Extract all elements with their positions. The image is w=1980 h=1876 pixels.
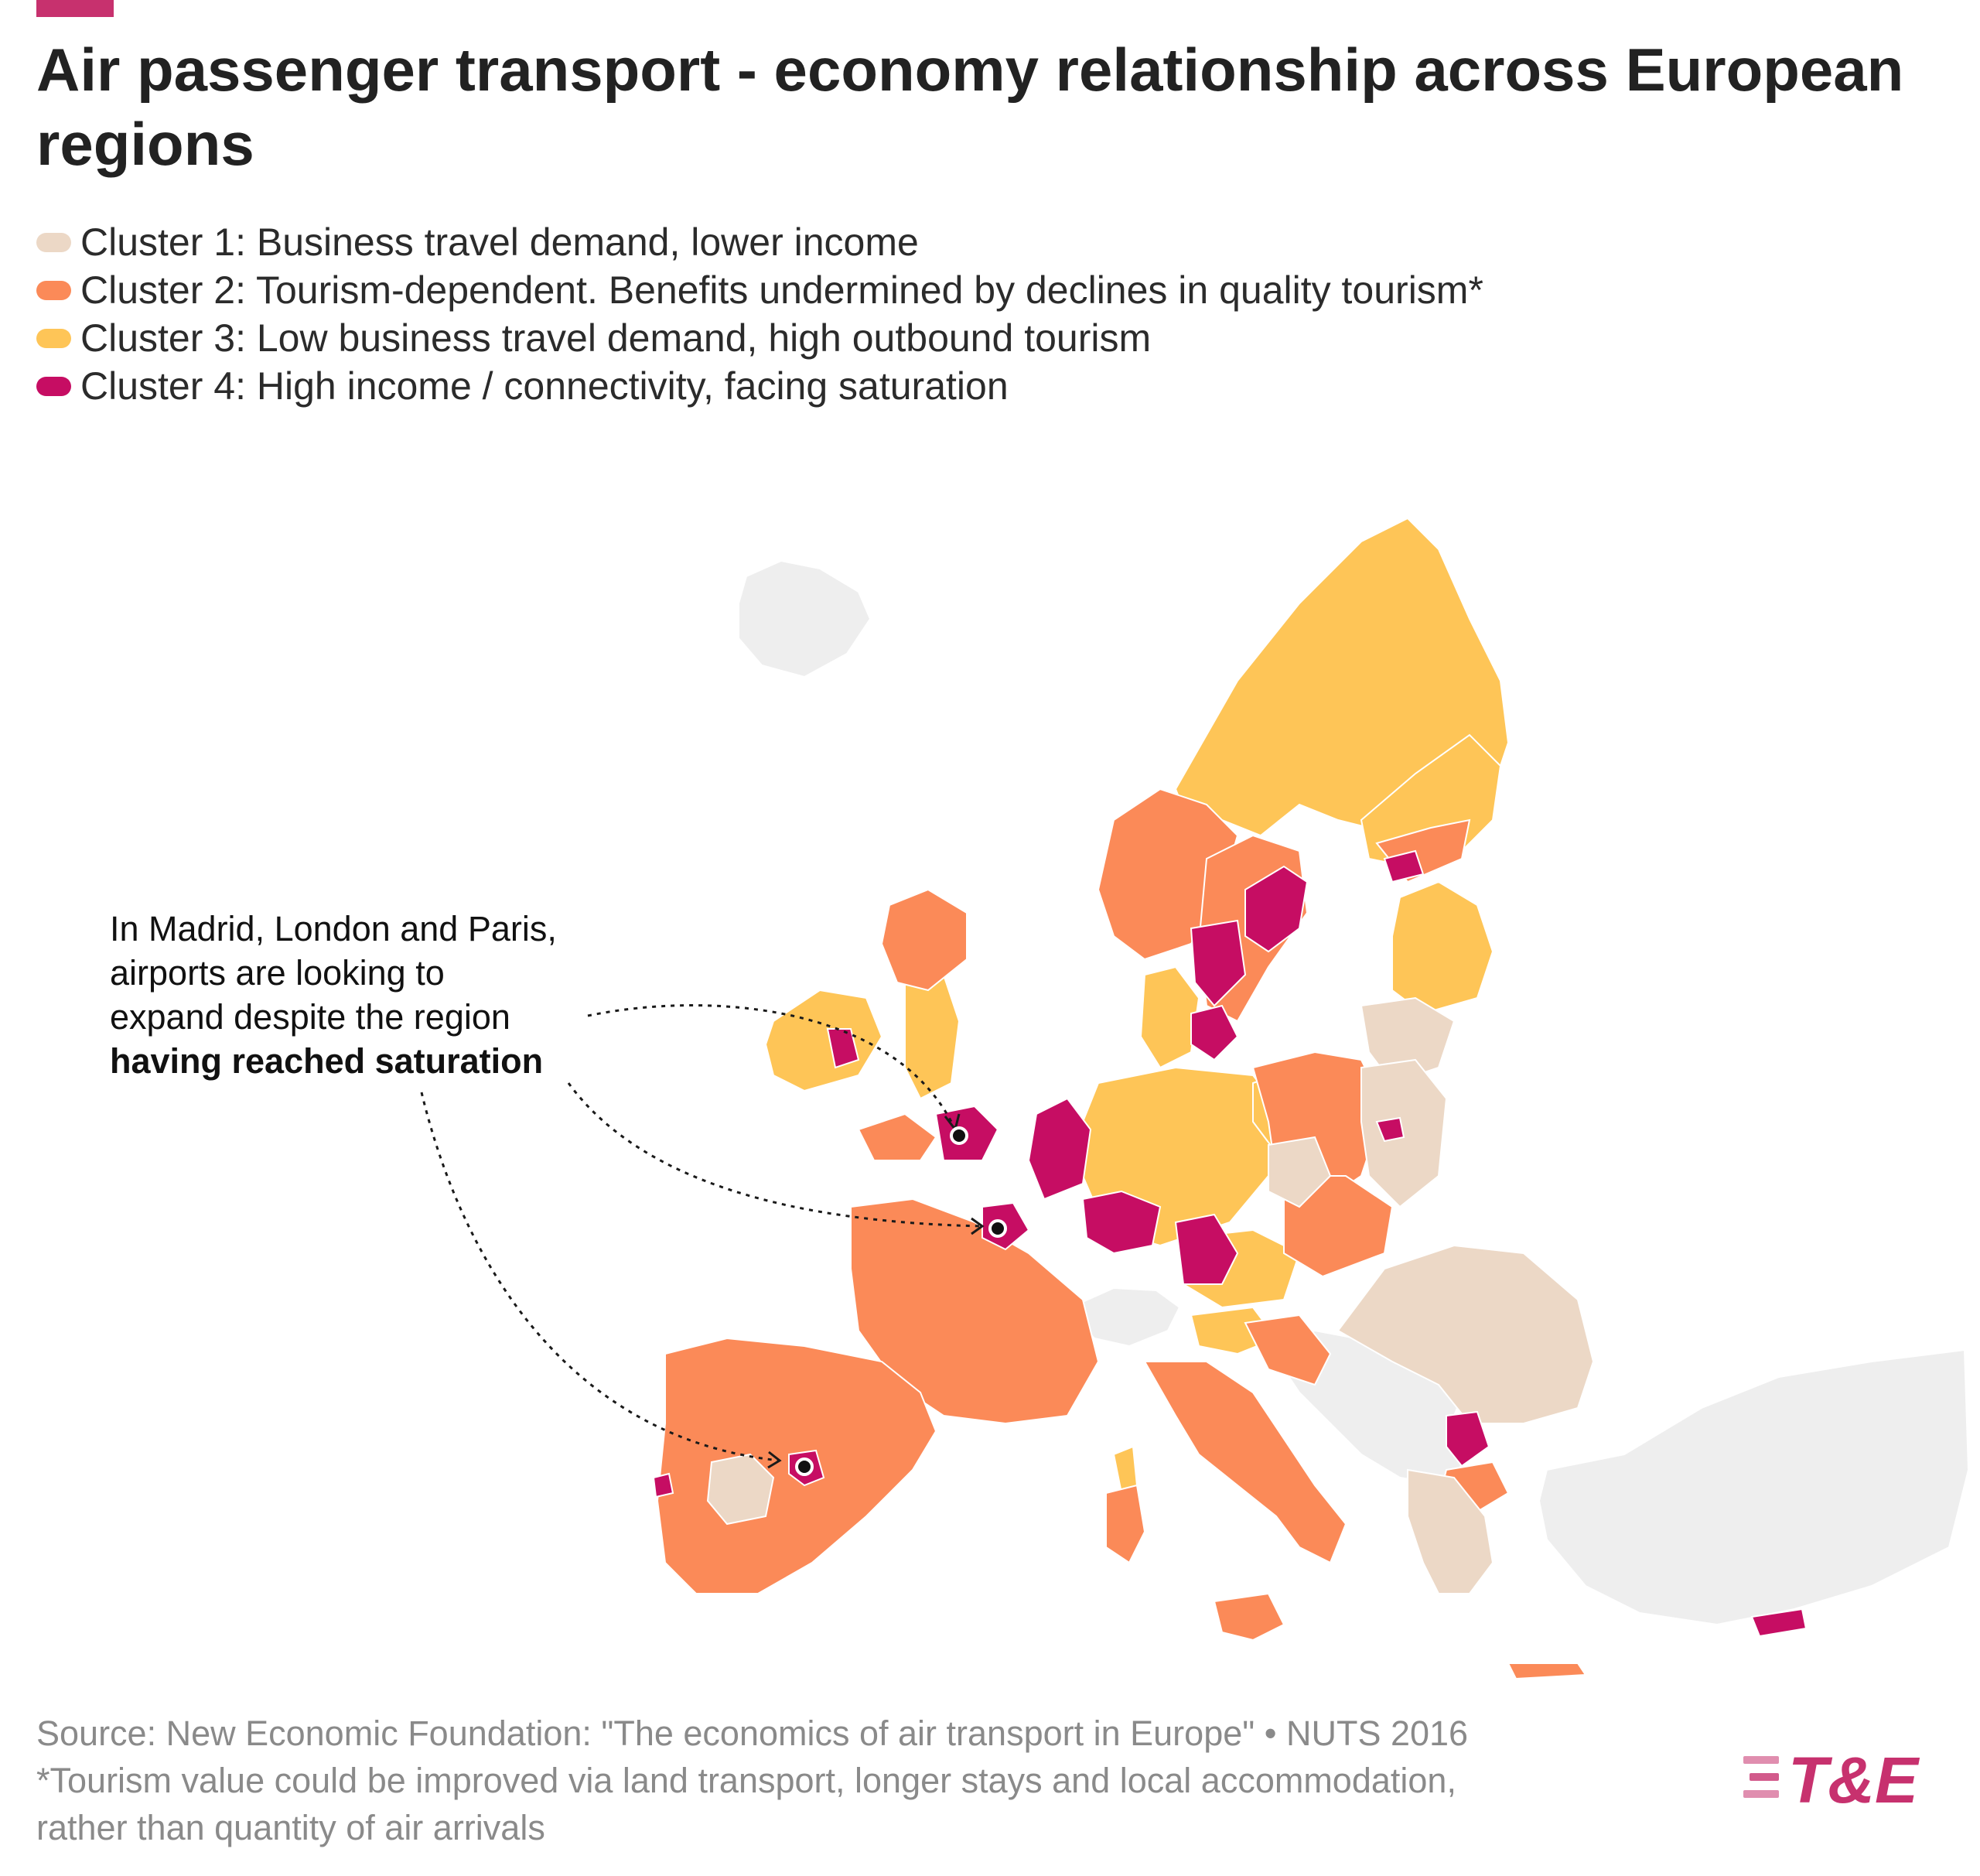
italy	[1143, 1361, 1347, 1564]
france-west-south	[850, 1198, 1100, 1425]
page-title: Air passenger transport - economy relati…	[36, 36, 1904, 178]
annotation-arrows	[420, 1004, 983, 1462]
accent-bar	[36, 0, 114, 17]
arrow-to-london	[587, 1004, 957, 1130]
cyprus	[1750, 1608, 1808, 1638]
sweden-west-region	[1190, 919, 1247, 1007]
legend-item-cluster-2: Cluster 2: Tourism-dependent. Benefits u…	[36, 266, 1815, 314]
london-marker	[950, 1126, 968, 1145]
europe-map	[420, 517, 1970, 1680]
madrid-marker	[795, 1457, 814, 1476]
romania-bulgaria	[1336, 1244, 1595, 1424]
paris-marker	[988, 1219, 1007, 1238]
scotland	[880, 888, 968, 992]
footnote-line-1: *Tourism value could be improved via lan…	[36, 1761, 1456, 1800]
legend-item-cluster-1: Cluster 1: Business travel demand, lower…	[36, 218, 1815, 266]
helsinki-region	[1383, 849, 1425, 883]
benelux-region	[1027, 1097, 1092, 1201]
stockholm-region	[1244, 865, 1309, 953]
logo-wordmark: T&E	[1788, 1744, 1920, 1812]
poland-south	[1283, 1175, 1394, 1278]
baltic-north-region	[1391, 880, 1494, 1015]
annotation-text: In Madrid, London and Paris, airports ar…	[110, 907, 636, 1083]
legend-swatch-cluster-1	[36, 232, 71, 252]
cluster-1-regions	[706, 996, 1595, 1594]
legend-label-cluster-3: Cluster 3: Low business travel demand, h…	[80, 316, 1152, 360]
turkey-shape	[1538, 1348, 1970, 1626]
bulgaria-sofia	[1446, 1410, 1490, 1468]
legend-label-cluster-4: Cluster 4: High income / connectivity, f…	[80, 364, 1009, 408]
denmark-jutland	[1139, 965, 1200, 1069]
arrow-to-madrid	[420, 1092, 780, 1462]
legend-swatch-cluster-2	[36, 280, 71, 300]
footnote-line-2: rather than quantity of air arrivals	[36, 1808, 545, 1847]
annotation-line-4: having reached saturation	[110, 1041, 544, 1081]
legend: Cluster 1: Business travel demand, lower…	[36, 218, 1815, 410]
copenhagen-skane	[1190, 1004, 1239, 1061]
greece	[1407, 1468, 1494, 1594]
spain-central-region	[706, 1453, 775, 1526]
iceland-shape	[738, 559, 872, 678]
uk-wales-southwest	[857, 1112, 937, 1161]
te-logo: T&E	[1743, 1744, 1920, 1812]
switzerland-shape	[1078, 1287, 1181, 1348]
footer: Source: New Economic Foundation: "The ec…	[36, 1710, 1722, 1851]
source-note: Source: New Economic Foundation: "The ec…	[36, 1714, 1469, 1753]
baltic-south-regions	[1360, 996, 1456, 1085]
arrowhead-paris	[971, 1217, 985, 1235]
sicily	[1213, 1592, 1285, 1642]
balkans-coast	[1244, 1314, 1332, 1386]
annotation-line-3: expand despite the region	[110, 997, 510, 1037]
crete	[1507, 1662, 1587, 1680]
cluster-4-regions	[652, 849, 1808, 1638]
legend-swatch-cluster-3	[36, 328, 71, 348]
uk-north-england	[904, 973, 961, 1100]
dublin-region	[826, 1028, 860, 1069]
annotation-line-1: In Madrid, London and Paris,	[110, 909, 557, 948]
germany-rhine-main	[1081, 1190, 1162, 1255]
legend-item-cluster-3: Cluster 3: Low business travel demand, h…	[36, 314, 1815, 362]
legend-swatch-cluster-4	[36, 376, 71, 396]
czechia-slovakia-hungary	[1268, 1136, 1332, 1208]
arrowhead-madrid	[767, 1451, 782, 1469]
city-markers	[795, 1126, 1007, 1476]
legend-label-cluster-2: Cluster 2: Tourism-dependent. Benefits u…	[80, 268, 1483, 312]
poland-warsaw	[1375, 1116, 1405, 1143]
ireland	[764, 989, 883, 1092]
legend-label-cluster-1: Cluster 1: Business travel demand, lower…	[80, 220, 919, 264]
logo-speed-lines-icon	[1743, 1756, 1779, 1798]
legend-item-cluster-4: Cluster 4: High income / connectivity, f…	[36, 362, 1815, 410]
corsica-sardinia	[1105, 1484, 1146, 1564]
lisbon-region	[652, 1472, 674, 1498]
munich-region	[1174, 1213, 1239, 1285]
annotation-line-2: airports are looking to	[110, 953, 445, 993]
